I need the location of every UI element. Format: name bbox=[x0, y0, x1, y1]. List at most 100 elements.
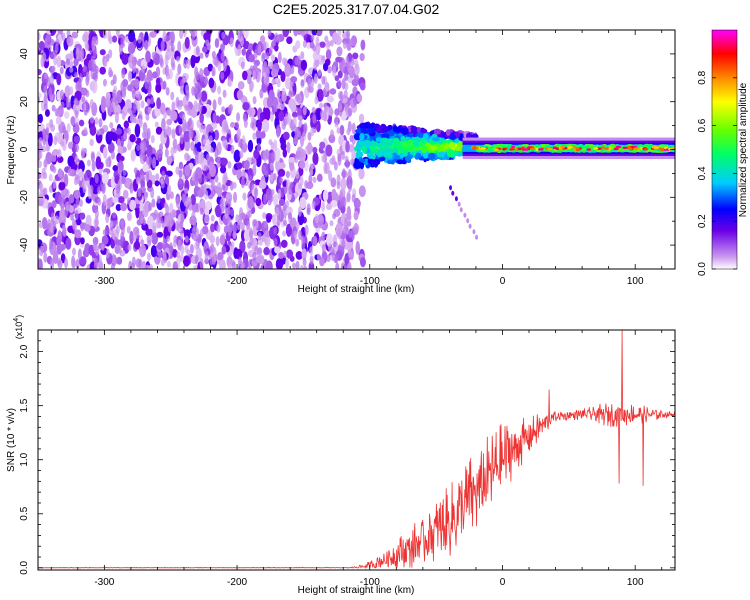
spectrogram-cell bbox=[276, 34, 281, 44]
spectrogram-cell bbox=[98, 242, 103, 250]
spectrogram-cell bbox=[303, 265, 308, 269]
spectrogram-cell bbox=[65, 189, 70, 198]
spectrogram-cell bbox=[332, 241, 337, 248]
spectrogram-cell bbox=[344, 216, 349, 223]
spectrogram-cell bbox=[269, 193, 274, 203]
spectrogram-cell bbox=[109, 220, 114, 228]
spectrogram-cell bbox=[59, 108, 64, 116]
spectrogram-cell bbox=[671, 147, 675, 150]
figure-title: C2E5.2025.317.07.04.G02 bbox=[273, 1, 440, 17]
spectrogram-cell bbox=[261, 62, 266, 73]
spectrogram-cell bbox=[62, 226, 67, 238]
spectrogram-cell bbox=[334, 108, 340, 116]
spectrogram-cell bbox=[182, 113, 187, 125]
spectrogram-cell bbox=[615, 145, 622, 149]
spectrogram-cell bbox=[230, 208, 235, 217]
spectrogram-cell bbox=[242, 113, 247, 122]
spectrogram-cell bbox=[66, 122, 71, 133]
spectrogram-cell bbox=[264, 230, 271, 238]
spectrogram-cell bbox=[247, 43, 254, 52]
spectrogram-cell bbox=[214, 174, 219, 183]
spectrogram-cell bbox=[59, 66, 64, 75]
spectrogram-cell bbox=[113, 103, 121, 115]
spectrogram-cell bbox=[205, 39, 210, 47]
spectrogram-cell bbox=[248, 108, 253, 118]
spectrogram-cell bbox=[360, 127, 365, 133]
spectrogram-cell bbox=[232, 231, 237, 240]
spectrogram-cell bbox=[134, 123, 141, 138]
spectrogram-cell bbox=[222, 173, 227, 186]
spectrogram-cell bbox=[145, 171, 150, 183]
spectrogram-cell bbox=[166, 72, 171, 80]
spectrogram-cell bbox=[337, 154, 342, 167]
y-tick-label: 2.0 bbox=[19, 344, 30, 358]
spectrogram-cell bbox=[152, 156, 157, 169]
spectrogram-cell bbox=[92, 36, 97, 44]
spectrogram-cell bbox=[155, 77, 161, 86]
spectrogram-cell bbox=[272, 213, 277, 226]
spectrogram-cell bbox=[134, 78, 140, 90]
spectrogram-cell bbox=[146, 144, 153, 158]
spectrogram-cell bbox=[257, 43, 262, 55]
spectrogram-cell bbox=[120, 231, 125, 242]
spectrogram-cell bbox=[161, 170, 166, 180]
spectrogram-cell bbox=[190, 194, 196, 206]
spectrogram-cell bbox=[296, 150, 301, 158]
spectrogram-cell bbox=[165, 125, 170, 135]
spectrogram-cell bbox=[102, 78, 107, 87]
spectrogram-cell bbox=[232, 222, 237, 234]
spectrogram-cell bbox=[93, 262, 98, 269]
spectrogram-cell bbox=[247, 241, 252, 249]
spectrogram-cell bbox=[295, 250, 303, 260]
spectrogram-cell bbox=[353, 210, 359, 221]
spectrogram-cell bbox=[310, 78, 315, 89]
spectrogram-cell bbox=[78, 119, 85, 127]
spectrogram-cell bbox=[52, 178, 57, 189]
spectrogram-cell bbox=[332, 32, 339, 43]
spectrogram-cell bbox=[272, 64, 277, 76]
spectrogram-cell bbox=[601, 146, 605, 149]
spectrogram-cell bbox=[262, 150, 267, 158]
spectrogram-cell bbox=[358, 113, 365, 124]
spectrogram-cell bbox=[236, 162, 243, 170]
spectrogram-cell bbox=[122, 169, 127, 176]
spectrogram-cell bbox=[231, 261, 236, 269]
spectrogram-cell bbox=[203, 32, 211, 42]
spectrogram-cell bbox=[217, 181, 222, 189]
spectrogram-cell bbox=[73, 57, 79, 67]
spectrogram-cell bbox=[378, 156, 386, 162]
spectrogram-cell bbox=[127, 84, 133, 92]
spectrogram-cell bbox=[235, 121, 240, 129]
spectrogram-cell bbox=[123, 120, 130, 129]
spectrogram-cell bbox=[359, 133, 365, 141]
spectrogram-cell bbox=[112, 89, 117, 99]
spectrogram-cell bbox=[279, 176, 284, 184]
spectrogram-cell bbox=[199, 74, 204, 82]
spectrogram-cell bbox=[146, 128, 151, 140]
spectrogram-cell bbox=[271, 78, 276, 86]
spectrogram-cell bbox=[358, 185, 366, 198]
spectrogram-cell bbox=[83, 172, 88, 182]
spectrogram-cell bbox=[302, 106, 307, 116]
spectrogram-cell bbox=[131, 62, 136, 74]
spectrogram-cell bbox=[74, 155, 79, 165]
spectrogram-cell bbox=[354, 198, 361, 209]
spectrogram-cell bbox=[321, 231, 326, 242]
spectrogram-cell bbox=[189, 243, 194, 254]
spectrogram-cell bbox=[240, 61, 245, 70]
spectrogram-cell bbox=[315, 36, 320, 48]
spectrogram-cell bbox=[567, 146, 574, 149]
spectrogram-cell bbox=[115, 257, 120, 265]
spectrogram-cell bbox=[214, 56, 219, 68]
spectrogram-cell bbox=[72, 105, 77, 112]
spectrogram-cell bbox=[221, 245, 227, 255]
spectrogram-cell bbox=[318, 88, 324, 102]
spectrogram-cell bbox=[127, 211, 132, 222]
spectrogram-cell bbox=[301, 248, 307, 261]
spectrogram-cell bbox=[142, 219, 147, 226]
spectrogram-cell bbox=[39, 247, 44, 257]
spectrogram-cell bbox=[286, 141, 291, 154]
spectrogram-cell bbox=[84, 38, 89, 49]
spectrogram-cell bbox=[179, 254, 184, 262]
spectrogram-cell bbox=[276, 214, 281, 227]
